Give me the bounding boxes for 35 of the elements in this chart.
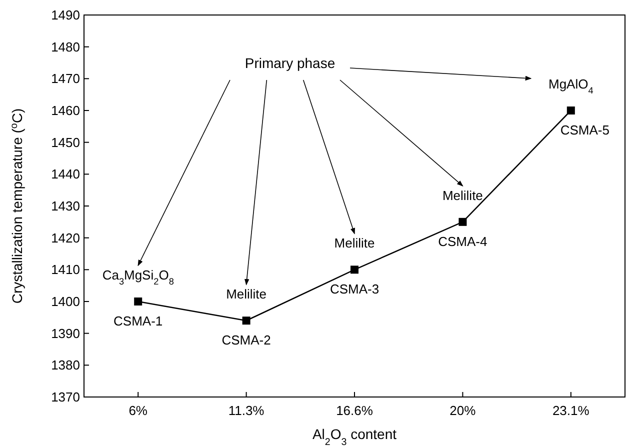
- annotation: Melilite: [226, 286, 267, 302]
- point: [242, 316, 250, 325]
- x-tick-label: 6%: [128, 403, 148, 418]
- annotation: Melilite: [442, 188, 483, 203]
- y-tick-label: 1410: [51, 262, 80, 278]
- annotation: Primary phase: [244, 55, 336, 71]
- y-tick-label: 1490: [51, 8, 80, 22]
- y-tick-label: 1390: [51, 326, 80, 341]
- x-tick-label: 20%: [450, 403, 476, 418]
- x-tick-label: 16.6%: [336, 403, 374, 418]
- annotation: CSMA-2: [222, 332, 271, 348]
- point: [350, 266, 358, 274]
- annotation: CSMA-1: [114, 314, 163, 328]
- annotation: CSMA-5: [560, 122, 610, 138]
- x-tick-label: 23.1%: [552, 403, 590, 418]
- y-tick-label: 1400: [51, 294, 80, 309]
- annotation: CSMA-3: [330, 282, 380, 297]
- y-tick-label: 1450: [51, 134, 80, 150]
- annotation: Melilite: [334, 236, 375, 251]
- point: [566, 106, 575, 114]
- y-tick-label: 1430: [51, 198, 80, 214]
- y-tick-label: 1380: [51, 358, 80, 373]
- annotation: Ca$_{3}$MgSi$_{2}$O$_{8}$: [102, 268, 174, 286]
- y-tick-label: 1470: [51, 71, 80, 86]
- point: [458, 218, 467, 226]
- annotation: CSMA-4: [438, 234, 488, 249]
- x-axis-title: Al$_{2}$O$_{3}$ content: [312, 426, 397, 448]
- point: [134, 298, 142, 306]
- x-tick-label: 11.3%: [228, 403, 265, 418]
- y-tick-label: 1460: [51, 103, 80, 118]
- y-tick-label: 1370: [51, 390, 80, 404]
- y-tick-label: 1440: [51, 166, 80, 182]
- annotation: MgAlO$_{4}$: [548, 76, 594, 96]
- y-tick-label: 1480: [51, 39, 80, 54]
- y-tick-label: 1420: [51, 230, 80, 246]
